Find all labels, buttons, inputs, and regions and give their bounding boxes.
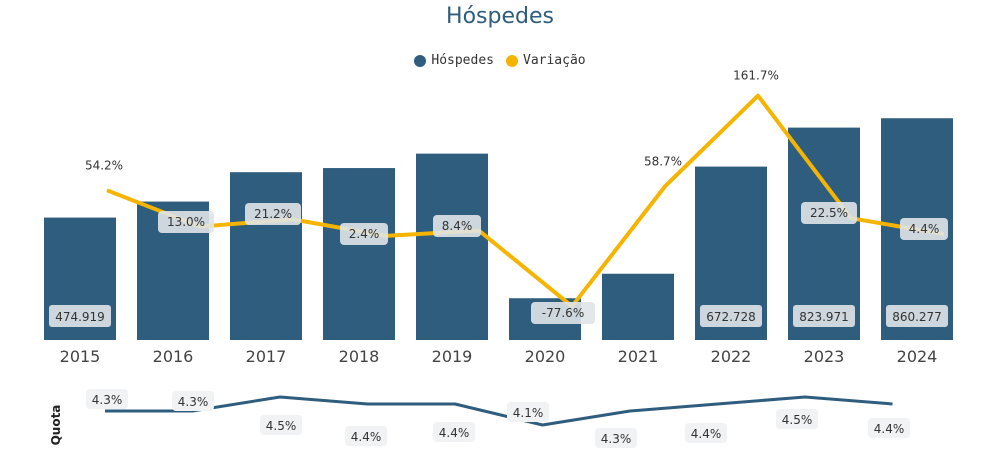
quota-label-bg-2023 bbox=[776, 409, 818, 429]
quota-label-bg-2021 bbox=[595, 428, 637, 448]
year-label-2020: 2020 bbox=[525, 347, 566, 366]
quota-label-2022: 4.4% bbox=[691, 427, 722, 441]
year-label-2021: 2021 bbox=[618, 347, 659, 366]
year-label-2018: 2018 bbox=[339, 347, 380, 366]
quota-label-bg-2017 bbox=[260, 415, 302, 435]
variation-label-bg-2023 bbox=[801, 202, 857, 224]
quota-label-bg-2016 bbox=[172, 391, 214, 411]
year-label-2016: 2016 bbox=[153, 347, 194, 366]
quota-label-2023: 4.5% bbox=[782, 413, 813, 427]
quota-label-2024: 4.4% bbox=[874, 422, 905, 436]
bar-2017 bbox=[230, 172, 302, 340]
variation-label-bg-2019 bbox=[433, 215, 481, 237]
bar-2019 bbox=[416, 153, 488, 340]
bar-label-2015: 474.919 bbox=[55, 310, 105, 324]
quota-label-2021: 4.3% bbox=[601, 432, 632, 446]
variation-label-2020: -77.6% bbox=[542, 306, 584, 320]
year-label-2019: 2019 bbox=[432, 347, 473, 366]
quota-label-2015: 4.3% bbox=[92, 393, 123, 407]
variation-label-2017: 21.2% bbox=[254, 207, 292, 221]
bar-label-bg-2022 bbox=[700, 305, 762, 327]
year-label-2017: 2017 bbox=[246, 347, 287, 366]
bar-2018 bbox=[323, 168, 395, 340]
bar-2021 bbox=[602, 273, 674, 340]
year-label-2023: 2023 bbox=[804, 347, 845, 366]
bar-label-bg-2023 bbox=[793, 305, 855, 327]
bar-label-2024: 860.277 bbox=[892, 310, 942, 324]
bar-2023 bbox=[788, 127, 860, 340]
quota-label-bg-2015 bbox=[86, 389, 128, 409]
quota-axis-title: Quota bbox=[49, 405, 63, 446]
variation-label-bg-2017 bbox=[245, 203, 301, 225]
variation-label-2016: 13.0% bbox=[167, 215, 205, 229]
year-label-2015: 2015 bbox=[60, 347, 101, 366]
legend-item-hospedes[interactable]: Hóspedes bbox=[414, 53, 494, 68]
quota-label-2017: 4.5% bbox=[266, 419, 297, 433]
variation-label-bg-2018 bbox=[340, 223, 388, 245]
bar-label-bg-2015 bbox=[49, 305, 111, 327]
legend-marker-variacao bbox=[506, 54, 518, 67]
legend-label-variacao: Variação bbox=[523, 53, 586, 68]
variation-label-bg-2020 bbox=[531, 302, 595, 324]
variation-label-bg-2024 bbox=[900, 218, 948, 240]
variation-label-2015: 54.2% bbox=[85, 158, 123, 172]
quota-label-2016: 4.3% bbox=[178, 395, 209, 409]
variation-label-2022: 161.7% bbox=[733, 69, 779, 83]
quota-label-2020: 4.1% bbox=[513, 406, 544, 420]
quota-label-bg-2020 bbox=[507, 402, 549, 422]
legend-marker-hospedes bbox=[414, 54, 427, 67]
variation-label-2021: 58.7% bbox=[644, 154, 682, 168]
year-label-2022: 2022 bbox=[711, 347, 752, 366]
bar-label-2023: 823.971 bbox=[799, 310, 849, 324]
quota-label-2019: 4.4% bbox=[439, 426, 470, 440]
variation-label-2024: 4.4% bbox=[909, 222, 940, 236]
quota-label-bg-2022 bbox=[685, 423, 727, 443]
legend-item-variacao[interactable]: Variação bbox=[506, 53, 586, 68]
bar-label-2022: 672.728 bbox=[706, 310, 756, 324]
line-quota bbox=[105, 395, 893, 427]
quota-label-bg-2024 bbox=[868, 418, 910, 438]
quota-label-bg-2019 bbox=[433, 422, 475, 442]
year-label-2024: 2024 bbox=[897, 347, 938, 366]
variation-label-2023: 22.5% bbox=[810, 206, 848, 220]
chart-legend: Hóspedes Variação bbox=[0, 53, 1000, 68]
quota-label-2018: 4.4% bbox=[351, 430, 382, 444]
variation-label-bg-2016 bbox=[158, 211, 214, 233]
chart-title: Hóspedes bbox=[446, 4, 554, 29]
variation-label-2019: 8.4% bbox=[442, 219, 473, 233]
bar-label-bg-2024 bbox=[886, 305, 948, 327]
variation-label-2018: 2.4% bbox=[349, 227, 380, 241]
quota-label-bg-2018 bbox=[345, 426, 387, 446]
legend-label-hospedes: Hóspedes bbox=[431, 53, 494, 68]
